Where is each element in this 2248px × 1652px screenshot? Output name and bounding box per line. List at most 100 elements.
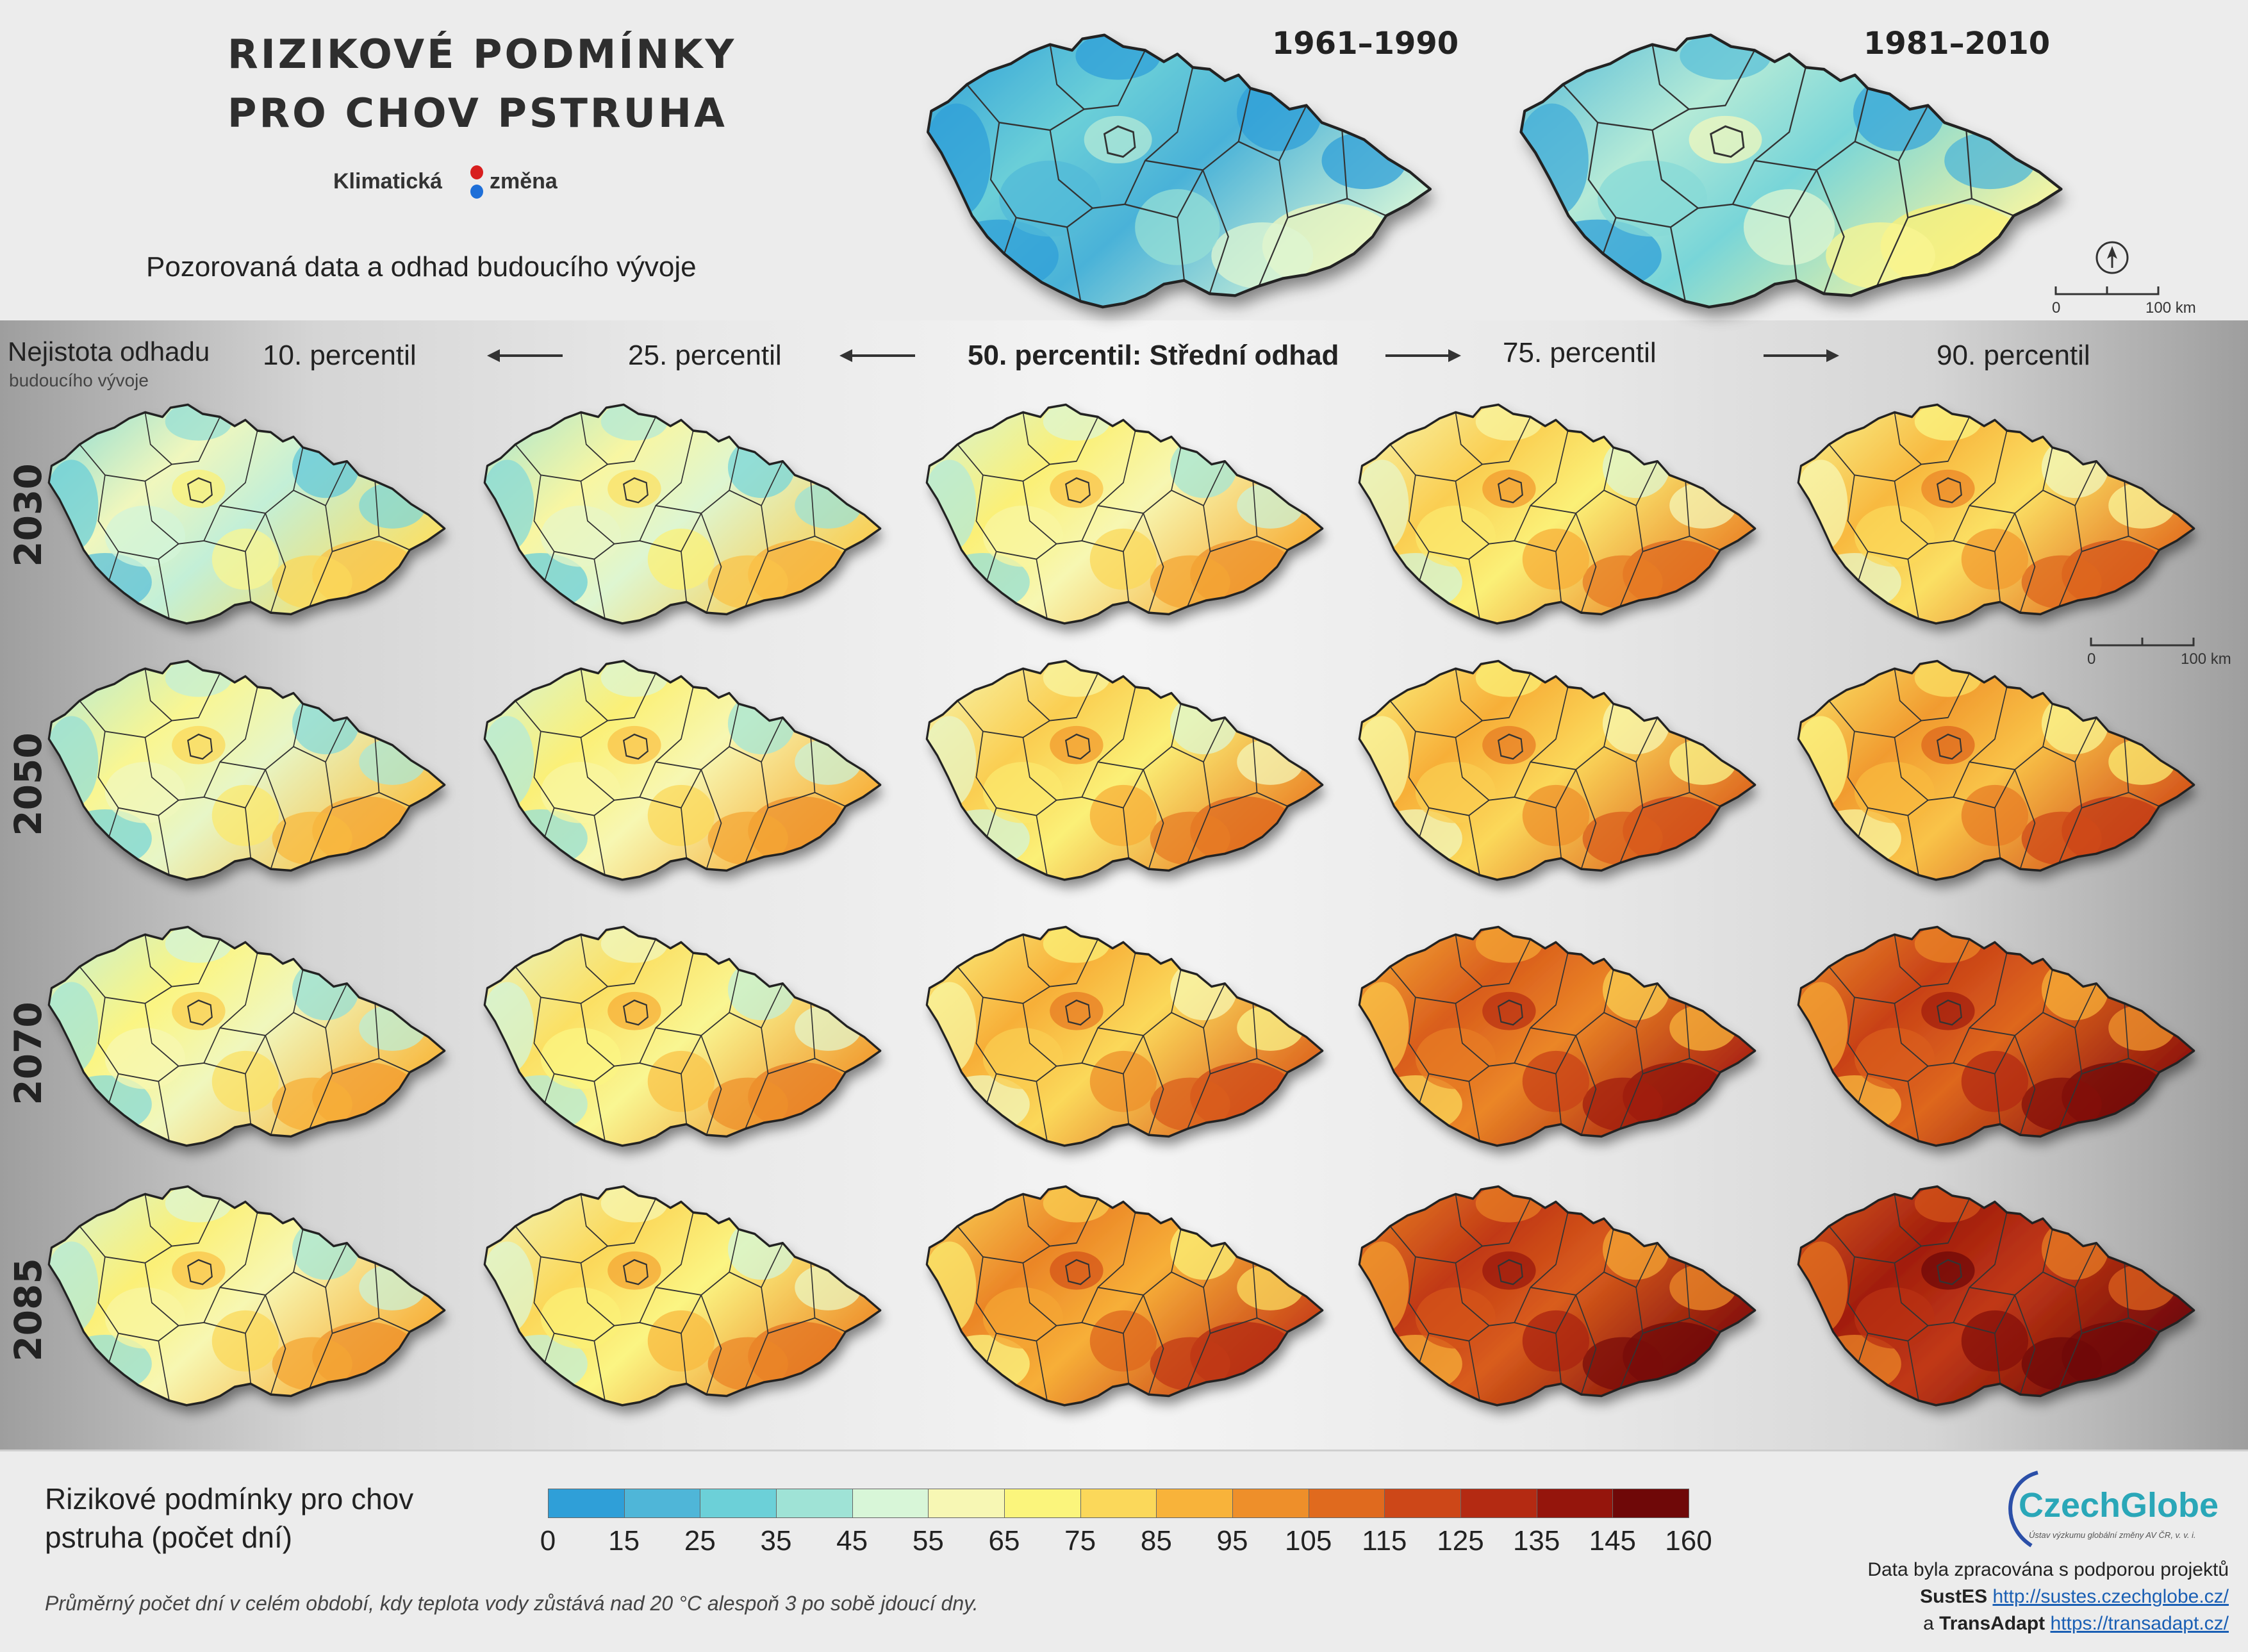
map-2050-col-1 [47,659,446,881]
arrow-left-icon [839,346,916,368]
map-2030-col-2 [483,403,882,625]
legend-tick-label: 125 [1437,1525,1484,1557]
legend-title-line-1: Rizikové podmínky pro chov [45,1482,414,1516]
legend-color-swatch [548,1489,625,1518]
map-2030-col-1 [47,403,446,625]
legend-tick-label: 75 [1064,1525,1096,1557]
subtitle: Pozorovaná data a odhad budoucího vývoje [146,251,697,283]
legend-tick-label: 35 [760,1525,792,1557]
legend-color-swatch [1612,1489,1689,1518]
legend-tick-label: 95 [1216,1525,1248,1557]
row-label-2070: 2070 [6,1002,50,1105]
scale-grid-end: 100 km [2181,650,2231,668]
legend-title-line-2: pstruha (počet dní) [45,1521,293,1554]
logo-text-right: změna [490,169,558,194]
map-2050-col-2 [483,659,882,881]
map-2070-col-4 [1358,925,1756,1147]
map-2085-col-1 [47,1185,446,1407]
title-line-2: PRO CHOV PSTRUHA [227,90,727,136]
project-transadapt: TransAdapt [1939,1613,2046,1634]
legend-tick-label: 115 [1362,1525,1407,1557]
scale-bar-grid: 0 100 km [2086,636,2240,675]
map-2085-col-3 [925,1185,1324,1407]
legend-color-swatch [1460,1489,1537,1518]
column-label-p75: 75. percentil [1503,337,1657,368]
scale-bar-top: 0 100 km [2051,285,2204,324]
link-sustes[interactable]: http://sustes.czechglobe.cz/ [1992,1586,2229,1607]
legend-note: Průměrný počet dní v celém období, kdy t… [45,1592,979,1615]
brand-name: CzechGlobe [2019,1486,2219,1524]
legend-color-swatch [1536,1489,1614,1518]
legend-color-swatch [1308,1489,1385,1518]
legend-color-swatch [624,1489,701,1518]
legend-tick-label: 0 [540,1525,556,1557]
color-legend-bar [548,1489,1689,1518]
legend-tick-label: 55 [912,1525,944,1557]
legend-tick-label: 160 [1665,1525,1712,1557]
map-2070-col-5 [1797,925,2195,1147]
arrow-right-icon [1384,346,1461,368]
logo-dots-icon [469,165,484,204]
map-observed-1961-1990 [926,33,1432,309]
uncertainty-subtitle: budoucího vývoje [9,370,149,390]
north-arrow-icon [2094,240,2130,276]
czechglobe-logo: CzechGlobe Ústav výzkumu globální změny … [1993,1467,2230,1557]
column-label-p10: 10. percentil [263,340,417,371]
legend-tick-label: 45 [836,1525,868,1557]
map-2030-col-4 [1358,403,1756,625]
map-2050-col-3 [925,659,1324,881]
legend-tick-label: 25 [684,1525,716,1557]
legend-color-swatch [928,1489,1005,1518]
map-2085-col-2 [483,1185,882,1407]
scale-top-end: 100 km [2145,299,2196,317]
legend-tick-label: 105 [1284,1525,1332,1557]
scale-top-zero: 0 [2052,299,2061,317]
legend-tick-label: 85 [1140,1525,1172,1557]
scale-grid-zero: 0 [2087,650,2096,668]
map-2030-col-3 [925,403,1324,625]
logo-text-left: Klimatická [333,169,443,194]
row-label-2050: 2050 [6,732,50,836]
column-label-p25: 25. percentil [628,340,782,371]
map-2030-col-5 [1797,403,2195,625]
legend-color-swatch [1384,1489,1461,1518]
map-observed-1981-2010 [1519,33,2063,309]
arrow-left-icon [487,346,564,368]
project-sustes: SustES [1920,1586,1988,1607]
legend-color-swatch [1080,1489,1157,1518]
legend-panel [0,1450,2248,1652]
title-line-1: RIZIKOVÉ PODMÍNKY [227,31,737,78]
legend-tick-label: 135 [1512,1525,1560,1557]
row-label-2030: 2030 [6,463,50,567]
legend-color-swatch [776,1489,853,1518]
column-label-p90: 90. percentil [1937,340,2090,371]
arrow-right-icon [1762,346,1839,368]
column-label-p50: 50. percentil: Střední odhad [968,340,1339,371]
credits-line-3: a TransAdapt https://transadapt.cz/ [1923,1613,2229,1635]
klimaticka-zmena-logo: Klimatická změna [333,165,590,204]
map-2050-col-4 [1358,659,1756,881]
uncertainty-title: Nejistota odhadu [8,336,210,367]
legend-color-swatch [1156,1489,1233,1518]
map-2085-col-5 [1797,1185,2195,1407]
credits-line-2: SustES http://sustes.czechglobe.cz/ [1920,1586,2229,1608]
link-transadapt[interactable]: https://transadapt.cz/ [2050,1613,2229,1634]
legend-tick-label: 15 [608,1525,640,1557]
brand-subtitle: Ústav výzkumu globální změny AV ČR, v. v… [2029,1530,2196,1540]
legend-color-swatch [700,1489,777,1518]
legend-tick-label: 65 [988,1525,1020,1557]
legend-color-swatch [852,1489,929,1518]
period-label-1961-1990: 1961–1990 [1272,26,1459,62]
row-label-2085: 2085 [6,1258,50,1362]
legend-color-swatch [1232,1489,1309,1518]
map-2085-col-4 [1358,1185,1756,1407]
period-label-1981-2010: 1981–2010 [1864,26,2051,62]
czechglobe-swoosh-icon [2008,1471,2038,1548]
legend-color-swatch [1004,1489,1081,1518]
map-2070-col-3 [925,925,1324,1147]
credits-line-1: Data byla zpracována s podporou projektů [1867,1559,2229,1580]
legend-tick-label: 145 [1589,1525,1637,1557]
map-2070-col-2 [483,925,882,1147]
map-2050-col-5 [1797,659,2195,881]
map-2070-col-1 [47,925,446,1147]
